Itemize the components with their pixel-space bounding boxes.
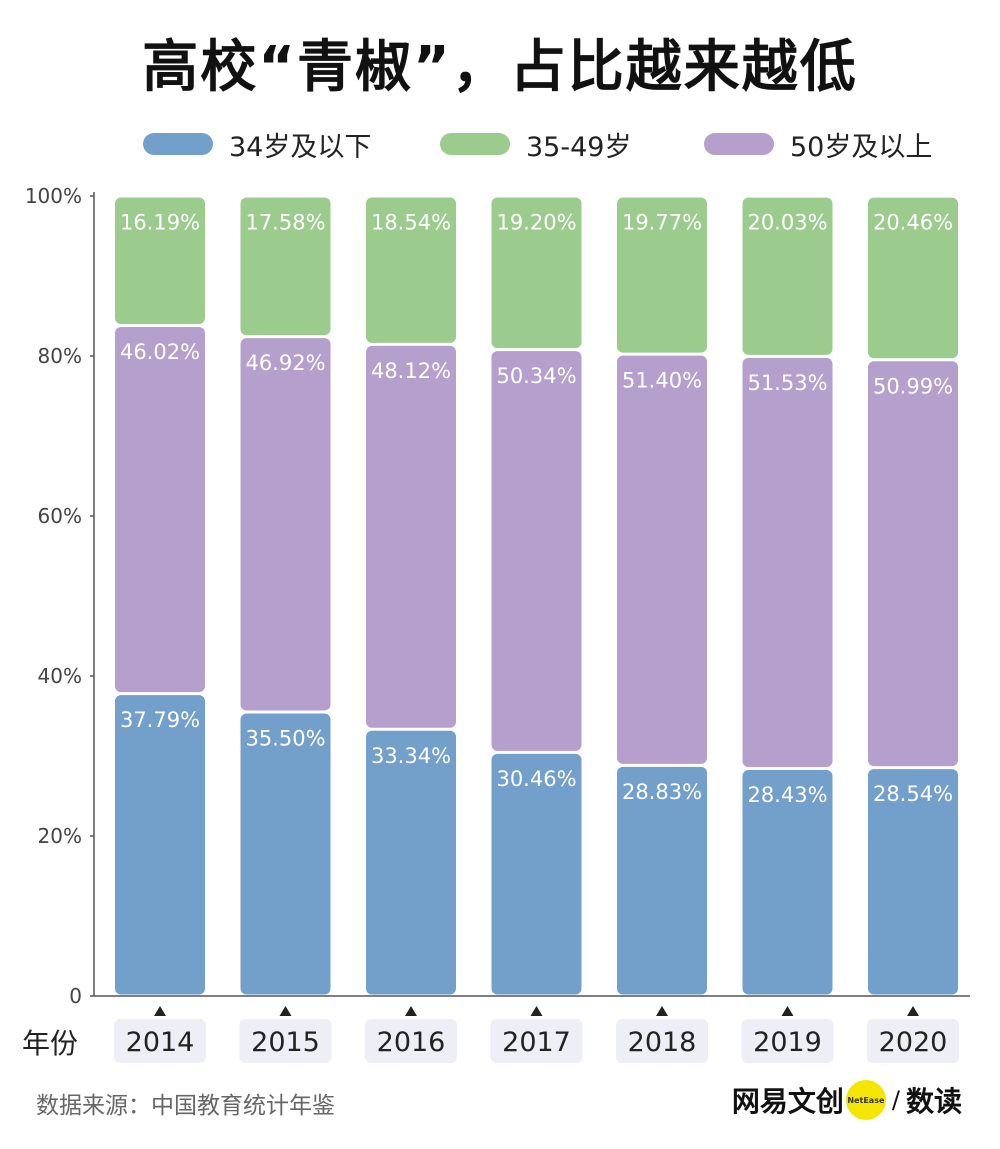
year-marker-icon: [781, 1006, 794, 1016]
y-tick-label: 40%: [38, 664, 82, 688]
data-label-over50: 50.99%: [873, 374, 953, 398]
data-label-mid: 16.19%: [120, 211, 200, 235]
data-label-under34: 35.50%: [245, 727, 325, 751]
data-label-mid: 19.77%: [622, 211, 702, 235]
data-label-mid: 20.03%: [747, 211, 827, 235]
data-label-under34: 28.83%: [622, 780, 702, 804]
x-tick-label: 2017: [502, 1027, 571, 1058]
year-marker-icon: [907, 1006, 919, 1016]
bar-segment-under34: [868, 769, 958, 995]
legend-label-over50: 50岁及以上: [790, 131, 933, 163]
x-tick-label: 2018: [628, 1027, 697, 1058]
legend-label-mid: 35-49岁: [526, 131, 632, 163]
brand-slash: /: [891, 1086, 900, 1114]
year-tag-bg: [365, 1019, 457, 1063]
year-tag-bg: [616, 1019, 708, 1063]
x-axis-label: 年份: [22, 1027, 79, 1060]
x-tick-label: 2019: [753, 1027, 822, 1058]
brand-name: 网易文创: [731, 1085, 844, 1118]
y-tick-label: 100%: [25, 184, 82, 208]
year-marker-icon: [279, 1006, 292, 1016]
data-label-over50: 48.12%: [371, 359, 451, 383]
bar-segment-under34: [366, 730, 456, 995]
bar-segment-under34: [491, 753, 582, 995]
data-label-under34: 28.43%: [747, 783, 827, 807]
legend-item-under34: 34岁及以下: [143, 126, 372, 163]
bar-segment-mid: [366, 197, 456, 343]
y-tick-label: 80%: [38, 344, 82, 368]
x-tick-label: 2014: [126, 1027, 195, 1058]
year-tag-bg: [114, 1019, 206, 1063]
year-marker-icon: [656, 1006, 668, 1016]
data-label-under34: 33.34%: [371, 744, 451, 768]
bar-segment-over50: [491, 351, 582, 751]
bar-segment-over50: [366, 345, 456, 728]
bar-segment-mid: [240, 197, 331, 336]
data-label-under34: 30.46%: [496, 767, 576, 791]
bar-segment-over50: [240, 338, 331, 711]
bar-segment-over50: [115, 327, 205, 693]
year-tag-bg: [741, 1019, 834, 1063]
bar-segment-under34: [742, 770, 833, 995]
year-tag-bg: [867, 1019, 959, 1063]
data-label-over50: 51.53%: [747, 371, 827, 395]
source-note: 数据来源：中国教育统计年鉴: [36, 1093, 335, 1119]
data-label-under34: 37.79%: [120, 708, 200, 732]
bar-segment-under34: [240, 713, 331, 995]
bar-segment-under34: [617, 766, 707, 995]
bar-segment-mid: [868, 197, 958, 359]
bar-segment-mid: [491, 197, 582, 349]
year-marker-icon: [154, 1006, 166, 1016]
data-label-over50: 46.02%: [120, 340, 200, 364]
brand-sub: 数读: [905, 1085, 962, 1118]
legend-label-under34: 34岁及以下: [229, 131, 372, 163]
legend: 34岁及以下 35-49岁 50岁及以上: [0, 126, 1000, 163]
bar-segment-mid: [742, 197, 833, 355]
x-tick-label: 2016: [377, 1027, 446, 1058]
chart-title: 高校“青椒”，占比越来越低: [142, 35, 858, 100]
legend-swatch-mid: [440, 133, 510, 155]
data-label-mid: 20.46%: [873, 211, 953, 235]
legend-swatch-under34: [143, 133, 213, 155]
bar-segment-over50: [617, 355, 707, 764]
data-label-over50: 51.40%: [622, 369, 702, 393]
y-tick-label: 0: [69, 984, 82, 1008]
bar-segment-mid: [115, 197, 205, 325]
bar-segment-over50: [742, 357, 833, 768]
data-label-under34: 28.54%: [873, 782, 953, 806]
year-marker-icon: [530, 1006, 543, 1016]
data-label-mid: 19.20%: [496, 211, 576, 235]
data-label-mid: 18.54%: [371, 211, 451, 235]
legend-item-over50: 50岁及以上: [704, 126, 933, 163]
x-tick-label: 2015: [251, 1027, 320, 1058]
legend-item-mid: 35-49岁: [440, 126, 632, 163]
x-tick-label: 2020: [879, 1027, 948, 1058]
bar-segment-under34: [115, 695, 205, 995]
data-label-mid: 17.58%: [245, 211, 325, 235]
year-tag-bg: [239, 1019, 332, 1063]
bar-segment-mid: [617, 197, 707, 353]
y-tick-label: 20%: [38, 824, 82, 848]
brand: 网易文创 NetEase / 数读: [732, 1076, 962, 1124]
year-tag-bg: [490, 1019, 583, 1063]
bar-segment-over50: [868, 361, 958, 767]
year-marker-icon: [405, 1006, 417, 1016]
data-label-over50: 50.34%: [496, 364, 576, 388]
y-tick-label: 60%: [38, 504, 82, 528]
data-label-over50: 46.92%: [245, 351, 325, 375]
brand-logo-icon: NetEase: [845, 1080, 886, 1120]
legend-swatch-over50: [704, 133, 774, 155]
